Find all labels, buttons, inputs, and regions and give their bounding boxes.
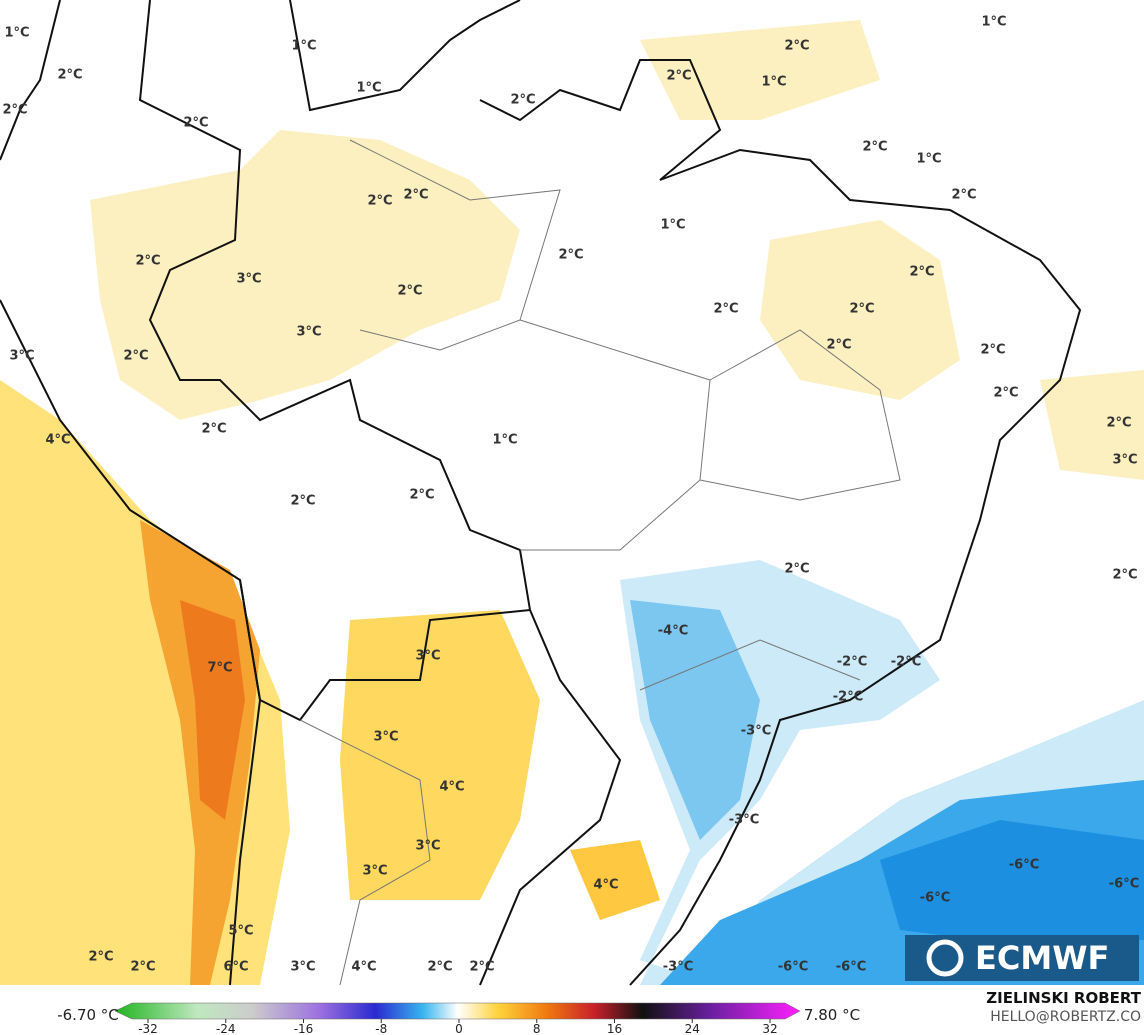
temperature-label: 2°C: [666, 69, 691, 84]
temperature-label: 2°C: [510, 93, 535, 108]
warm-area: [760, 220, 960, 400]
temperature-label: 2°C: [980, 343, 1005, 358]
temperature-label: 1°C: [291, 39, 316, 54]
temperature-label: 2°C: [713, 302, 738, 317]
warm-area: [90, 130, 520, 420]
temperature-label: 3°C: [362, 864, 387, 879]
colorbar-tick-label: -8: [375, 1022, 387, 1035]
temperature-label: -6°C: [778, 960, 808, 975]
temperature-label: 2°C: [993, 386, 1018, 401]
temperature-label: 2°C: [826, 338, 851, 353]
temperature-label: 4°C: [593, 878, 618, 893]
hot-area: [180, 600, 245, 820]
contact: HELLO@ROBERTZ.CO: [990, 1009, 1141, 1025]
temperature-label: 2°C: [403, 188, 428, 203]
temperature-label: 3°C: [236, 272, 261, 287]
temperature-label: 2°C: [130, 960, 155, 975]
temperature-label: -6°C: [836, 960, 866, 975]
ecmwf-logo: ECMWF: [905, 935, 1139, 981]
temperature-label: 2°C: [183, 116, 208, 131]
temperature-label: 2°C: [367, 194, 392, 209]
colorbar-tick-label: 8: [533, 1022, 541, 1035]
logo-text: ECMWF: [975, 939, 1109, 977]
temperature-label: 1°C: [660, 218, 685, 233]
temperature-label: 3°C: [1112, 453, 1137, 468]
temperature-label: 2°C: [784, 562, 809, 577]
temperature-label: 2°C: [135, 254, 160, 269]
temperature-label: 1°C: [356, 81, 381, 96]
temperature-label: 2°C: [201, 422, 226, 437]
temperature-label: -3°C: [663, 960, 693, 975]
temperature-label: 6°C: [223, 960, 248, 975]
temperature-label: -6°C: [1009, 858, 1039, 873]
logo-icon: [926, 939, 964, 977]
temperature-label: -3°C: [729, 813, 759, 828]
temperature-label: 3°C: [296, 325, 321, 340]
temperature-label: 2°C: [469, 960, 494, 975]
temperature-label: -6°C: [920, 891, 950, 906]
temperature-labels: 1°C 2°C 2°C 1°C 1°C 2°C 2°C 2°C 2°C 1°C 1°C 2°C 1°C 2…: [2, 15, 1139, 975]
temperature-label: 2°C: [290, 494, 315, 509]
temperature-label: -4°C: [658, 624, 688, 639]
temperature-label: 1°C: [981, 15, 1006, 30]
colorbar-tick-label: 24: [685, 1022, 700, 1035]
temperature-label: 4°C: [351, 960, 376, 975]
temperature-label: 2°C: [123, 349, 148, 364]
colorbar-max: 7.80 °C: [804, 1006, 860, 1024]
temperature-label: 5°C: [228, 924, 253, 939]
warm-area: [1040, 370, 1144, 480]
temperature-label: 2°C: [409, 488, 434, 503]
temperature-label: 2°C: [951, 188, 976, 203]
temperature-label: -2°C: [833, 690, 863, 705]
temperature-label: -2°C: [837, 655, 867, 670]
colorbar-tick-label: -16: [294, 1022, 314, 1035]
colorbar-tick-label: 0: [455, 1022, 463, 1035]
temperature-label: -6°C: [1109, 877, 1139, 892]
colorbar-tick-label: -24: [216, 1022, 236, 1035]
colorbar: -6.70 °C 7.80 °C -32 -24 -16 -8 0 8 16 24 32: [57, 1002, 860, 1035]
temperature-label: 4°C: [439, 780, 464, 795]
temperature-label: 1°C: [4, 26, 29, 41]
map: 1°C 2°C 2°C 1°C 1°C 2°C 2°C 2°C 2°C 1°C 1°C 2°C 1°C 2…: [0, 0, 1144, 986]
author: ZIELINSKI ROBERT: [986, 989, 1141, 1007]
temperature-label: -3°C: [741, 724, 771, 739]
temperature-label: -2°C: [891, 655, 921, 670]
temperature-label: 2°C: [558, 248, 583, 263]
temperature-label: 2°C: [1112, 568, 1137, 583]
colorbar-tick-label: 32: [762, 1022, 777, 1035]
cold-area: [630, 600, 760, 840]
temperature-label: 2°C: [2, 103, 27, 118]
temperature-label: 2°C: [849, 302, 874, 317]
temperature-label: 2°C: [57, 68, 82, 83]
temperature-label: 2°C: [397, 284, 422, 299]
temperature-label: 4°C: [45, 433, 70, 448]
colorbar-tick-label: -32: [138, 1022, 158, 1035]
temperature-label: 1°C: [492, 433, 517, 448]
temperature-label: 2°C: [784, 39, 809, 54]
colorbar-tick-label: 16: [607, 1022, 622, 1035]
temperature-label: 7°C: [207, 661, 232, 676]
warm-area: [640, 20, 880, 120]
temperature-label: 2°C: [88, 950, 113, 965]
temperature-label: 3°C: [373, 730, 398, 745]
temperature-label: 3°C: [9, 349, 34, 364]
colorbar-ramp: [114, 1002, 801, 1020]
temperature-label: 2°C: [1106, 416, 1131, 431]
temperature-label: 1°C: [916, 152, 941, 167]
country-borders: [0, 0, 1082, 986]
colorbar-min: -6.70 °C: [57, 1006, 119, 1024]
cold-area: [880, 820, 1144, 940]
temperature-label: 3°C: [415, 649, 440, 664]
warm-area: [570, 840, 660, 920]
temperature-label: 2°C: [862, 140, 887, 155]
temperature-label: 2°C: [909, 265, 934, 280]
warm-area: [340, 610, 540, 900]
temperature-label: 3°C: [290, 960, 315, 975]
temperature-label: 3°C: [415, 839, 440, 854]
temperature-label: 1°C: [761, 75, 786, 90]
state-borders: [299, 139, 901, 986]
temperature-label: 2°C: [427, 960, 452, 975]
